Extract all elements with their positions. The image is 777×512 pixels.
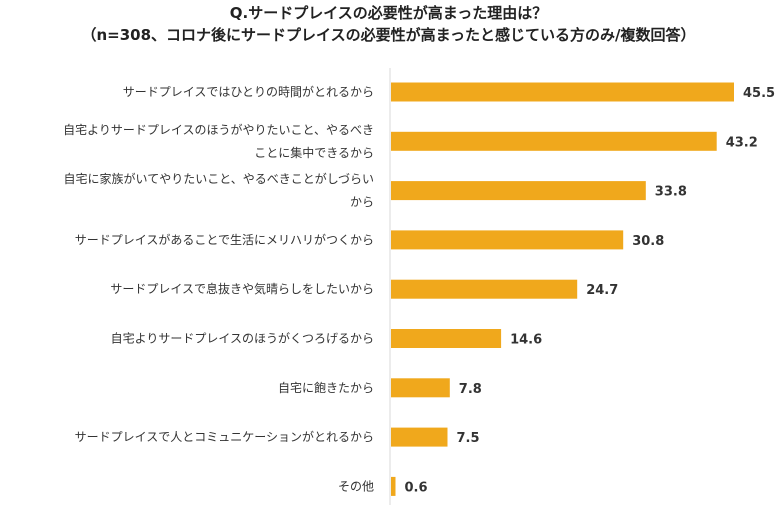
value-label-4: 24.7 bbox=[586, 283, 618, 298]
category-label-3: サードプレイスがあることで生活にメリハリがつくから bbox=[75, 232, 374, 247]
category-label-6: 自宅に飽きたから bbox=[278, 380, 374, 395]
value-label-7: 7.5 bbox=[457, 431, 480, 446]
category-label-5: 自宅よりサードプレイスのほうがくつろげるから bbox=[111, 331, 374, 346]
category-label-1: 自宅よりサードプレイスのほうがやりたいこと、やるべきことに集中できるから bbox=[63, 122, 374, 160]
category-label-2: 自宅に家族がいてやりたいこと、やるべきことがしづらいから bbox=[64, 171, 374, 209]
value-label-8: 0.6 bbox=[405, 480, 428, 495]
category-label-7: サードプレイスで人とコミュニケーションがとれるから bbox=[75, 429, 374, 444]
bar-8 bbox=[391, 476, 396, 496]
bar-1 bbox=[391, 131, 717, 151]
bar-0 bbox=[391, 82, 734, 102]
value-label-0: 45.5 bbox=[743, 86, 775, 101]
value-label-6: 7.8 bbox=[459, 382, 482, 397]
category-label-4: サードプレイスで息抜きや気晴らしをしたいから bbox=[110, 281, 374, 296]
chart-title: Q.サードプレイスの必要性が高まった理由は？ bbox=[229, 4, 548, 22]
bar-7 bbox=[391, 427, 448, 447]
category-label-0: サードプレイスではひとりの時間がとれるから bbox=[123, 84, 374, 99]
value-label-5: 14.6 bbox=[510, 333, 542, 348]
bar-6 bbox=[391, 378, 450, 398]
chart-subtitle: （n=308、コロナ後にサードプレイスの必要性が高まったと感じている方のみ/複数… bbox=[81, 26, 696, 44]
bar-4 bbox=[391, 279, 578, 299]
value-label-1: 43.2 bbox=[726, 135, 758, 150]
value-label-2: 33.8 bbox=[655, 185, 687, 200]
category-label-8: その他 bbox=[338, 479, 374, 493]
bar-3 bbox=[391, 230, 624, 250]
bar-2 bbox=[391, 181, 646, 201]
value-label-3: 30.8 bbox=[632, 234, 664, 249]
bar-5 bbox=[391, 329, 502, 348]
